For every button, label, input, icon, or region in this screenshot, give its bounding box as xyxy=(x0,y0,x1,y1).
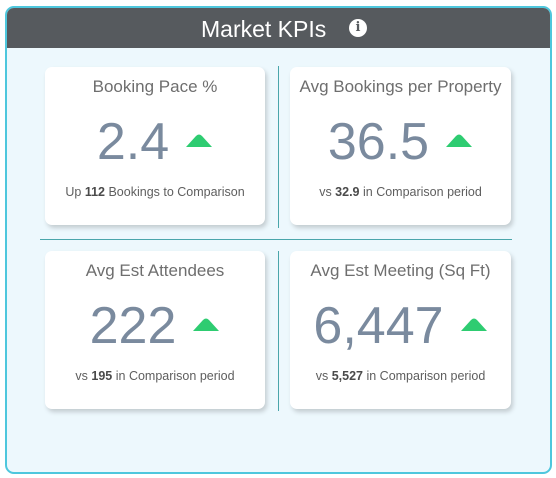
trend-up-icon xyxy=(193,318,220,331)
info-icon[interactable]: i xyxy=(349,19,367,37)
comparison-prefix: vs xyxy=(319,185,332,199)
kpi-title: Avg Est Attendees xyxy=(85,261,225,280)
comparison-value: 5,527 xyxy=(331,369,363,383)
comparison-suffix: Bookings to Comparison xyxy=(108,185,245,199)
kpi-card-booking-pace: Booking Pace % 2.4 Up 112 Bookings to Co… xyxy=(45,67,265,225)
kpi-value: 222 xyxy=(89,297,177,355)
kpi-comparison: vs 5,527 in Comparison period xyxy=(290,369,511,383)
horizontal-divider xyxy=(40,239,512,240)
kpi-comparison: vs 32.9 in Comparison period xyxy=(290,185,511,199)
kpi-value: 36.5 xyxy=(327,113,430,171)
comparison-value: 195 xyxy=(91,369,113,383)
comparison-value: 32.9 xyxy=(335,185,360,199)
market-kpis-widget: Market KPIs i Booking Pace % 2.4 Up 112 … xyxy=(5,6,552,474)
kpi-card-avg-attendees: Avg Est Attendees 222 vs 195 in Comparis… xyxy=(45,251,265,409)
kpi-card-avg-meeting-sqft: Avg Est Meeting (Sq Ft) 6,447 vs 5,527 i… xyxy=(290,251,511,409)
comparison-suffix: in Comparison period xyxy=(363,185,482,199)
kpi-value: 2.4 xyxy=(96,113,170,171)
comparison-prefix: vs xyxy=(75,369,88,383)
vertical-divider-bottom xyxy=(278,251,279,411)
kpi-title: Booking Pace % xyxy=(92,77,218,96)
comparison-value: 112 xyxy=(84,185,105,199)
trend-up-icon xyxy=(186,134,213,147)
comparison-prefix: vs xyxy=(315,369,329,383)
kpi-title: Avg Est Meeting (Sq Ft) xyxy=(310,261,491,280)
kpi-value: 6,447 xyxy=(313,297,444,355)
vertical-divider-top xyxy=(278,66,279,228)
comparison-suffix: in Comparison period xyxy=(115,369,235,383)
kpi-title: Avg Bookings per Property xyxy=(299,77,502,96)
kpi-comparison: vs 195 in Comparison period xyxy=(45,369,265,383)
widget-header: Market KPIs i xyxy=(7,8,550,48)
trend-up-icon xyxy=(446,134,473,147)
trend-up-icon xyxy=(460,318,487,331)
comparison-prefix: Up xyxy=(65,185,82,199)
widget-title: Market KPIs xyxy=(201,16,327,42)
kpi-card-avg-bookings: Avg Bookings per Property 36.5 vs 32.9 i… xyxy=(290,67,511,225)
comparison-suffix: in Comparison period xyxy=(366,369,486,383)
kpi-comparison: Up 112 Bookings to Comparison xyxy=(45,185,265,199)
